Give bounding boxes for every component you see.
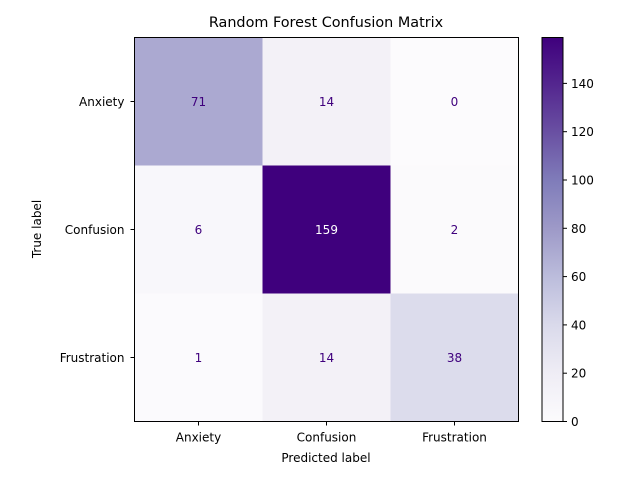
matrix-value-frustration-frustration: 38 (447, 351, 462, 365)
colorbar-tick-label-140: 140 (571, 77, 594, 91)
colorbar-tick-label-80: 80 (571, 222, 586, 236)
matrix-value-frustration-confusion: 14 (319, 351, 334, 365)
x-tick-label-anxiety: Anxiety (176, 431, 221, 445)
chart-title: Random Forest Confusion Matrix (209, 15, 444, 31)
colorbar (541, 37, 564, 422)
y-tick-label-anxiety: Anxiety (79, 95, 124, 109)
matrix-cell-confusion-anxiety (134, 165, 263, 294)
y-axis-ticks: Anxiety Confusion Frustration (60, 95, 135, 365)
colorbar-tick-label-0: 0 (571, 415, 579, 429)
colorbar-tick-label-20: 20 (571, 367, 586, 381)
y-tick-label-confusion: Confusion (65, 223, 125, 237)
matrix-cell-frustration-confusion (262, 293, 391, 422)
matrix-value-confusion-anxiety: 6 (195, 223, 203, 237)
x-tick-label-frustration: Frustration (422, 431, 487, 445)
colorbar-tick-label-60: 60 (571, 270, 586, 284)
matrix-cell-anxiety-confusion (262, 37, 391, 166)
matrix-cell-anxiety-frustration (390, 37, 519, 166)
matrix-cells (134, 37, 519, 422)
matrix-value-confusion-confusion: 159 (315, 223, 338, 237)
matrix-value-frustration-anxiety: 1 (195, 351, 203, 365)
colorbar-ticks: 0 20 40 60 80 100 120 140 (563, 77, 594, 429)
matrix-cell-anxiety-anxiety (134, 37, 263, 166)
matrix-cell-frustration-anxiety (134, 293, 263, 422)
y-tick-label-frustration: Frustration (60, 351, 125, 365)
matrix-value-anxiety-anxiety: 71 (191, 95, 206, 109)
x-axis-ticks: Anxiety Confusion Frustration (176, 421, 487, 445)
y-axis-label: True label (30, 200, 44, 259)
colorbar-tick-label-100: 100 (571, 173, 594, 187)
matrix-value-anxiety-confusion: 14 (319, 95, 334, 109)
colorbar-tick-label-120: 120 (571, 125, 594, 139)
matrix-value-confusion-frustration: 2 (451, 223, 459, 237)
x-axis-label: Predicted label (281, 451, 370, 465)
matrix-value-anxiety-frustration: 0 (451, 95, 459, 109)
colorbar-tick-label-40: 40 (571, 318, 586, 332)
x-tick-label-confusion: Confusion (297, 431, 357, 445)
matrix-cell-labels: 71 14 0 6 159 2 1 14 38 (191, 95, 462, 365)
matrix-cell-frustration-frustration (390, 293, 519, 422)
matrix-cell-confusion-confusion (262, 165, 391, 294)
matrix-cell-confusion-frustration (390, 165, 519, 294)
